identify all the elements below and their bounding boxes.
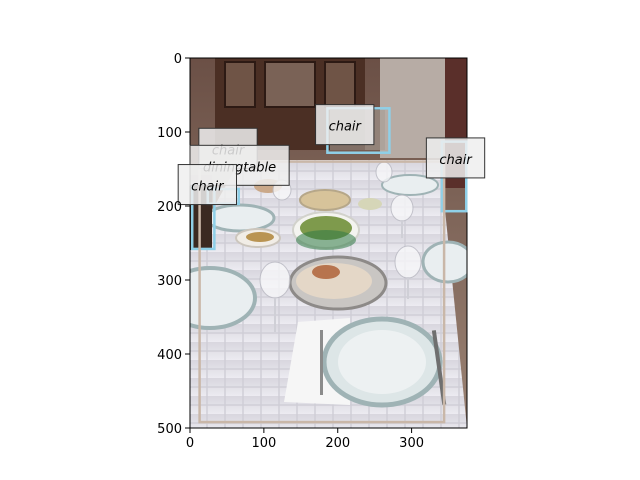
y-axis-ticks: 0 100 200 300 400 500 [157,52,190,437]
diningtable-bounding-box [198,160,446,424]
x-tick-label: 200 [325,436,350,451]
detection-label-box [177,164,237,206]
x-tick-label: 0 [186,436,194,451]
detection-labels: chairchairchairdiningtablechair [177,104,486,206]
y-tick-label: 500 [157,422,182,437]
y-tick-label: 100 [157,126,182,141]
detection-label-box [425,137,486,179]
detection-label-chair: chair [191,180,225,195]
detection-label-box [315,104,375,146]
x-tick-label: 300 [399,436,424,451]
y-tick-label: 200 [157,200,182,215]
detection-label-chair: chair [329,120,363,135]
x-axis-ticks: 0 100 200 300 [186,428,424,451]
y-tick-label: 0 [174,52,182,67]
plot-frame [189,57,468,429]
detection-label-chair: chair [439,153,473,168]
y-tick-label: 400 [157,348,182,363]
y-tick-label: 300 [157,274,182,289]
x-tick-label: 100 [251,436,276,451]
